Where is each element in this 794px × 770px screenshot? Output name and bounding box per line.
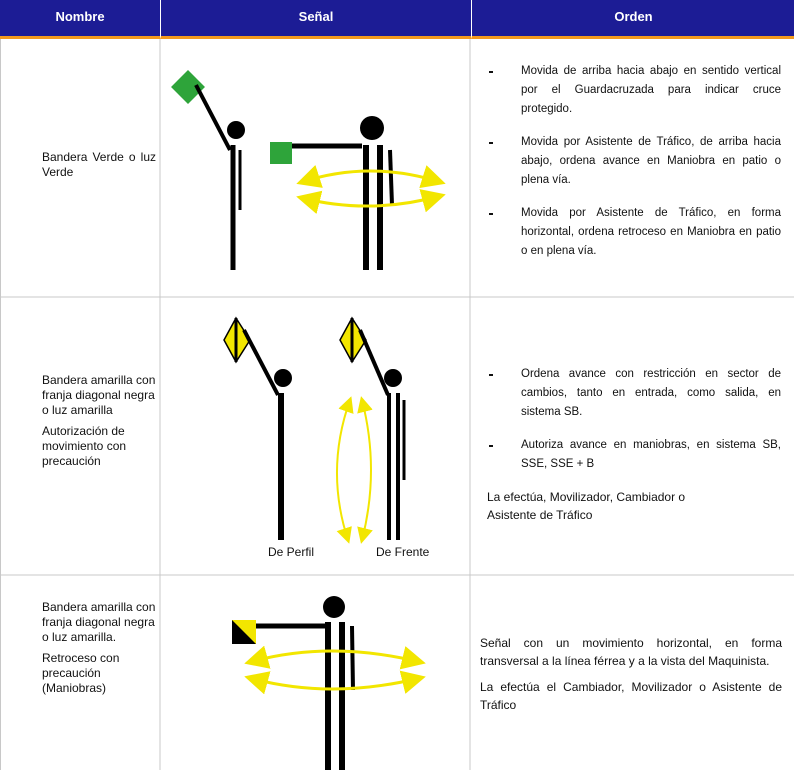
bullet-dash [489,213,493,215]
bullet-item: Movida por Asistente de Tráfico, de arri… [487,133,781,190]
name-text: Autorización de movimiento con precaució… [42,424,127,468]
bullet-dash [489,374,493,376]
header-cell: Orden [471,0,794,39]
order-note: Señal con un movimiento horizontal, en f… [480,636,782,668]
bullet-text: Movida por Asistente de Tráfico, en form… [521,207,781,257]
bullet-item: Movida de arriba hacia abajo en sentido … [487,62,781,119]
bullet-dash [489,142,493,144]
bullet-text: Movida por Asistente de Tráfico, de arri… [521,136,781,186]
caption: De Perfil [268,545,315,559]
header-cell: Señal [160,0,471,39]
caption: De Frente [376,545,430,559]
name-text: Bandera Verde o luz Verde [42,150,156,179]
bullet-item: Movida por Asistente de Tráfico, en form… [487,204,781,261]
name-text: Retroceso con precaución (Maniobras) [42,651,120,695]
grid [0,39,794,770]
signal-figure [223,316,406,544]
bullet-text: Autoriza avance en maniobras, en sistema… [521,439,781,470]
name-text: Bandera amarilla con franja diagonal neg… [42,373,156,417]
order-cell: Ordena avance con restricción en sector … [487,365,781,532]
bullet-dash [489,445,493,447]
signal-figure [232,596,426,770]
header-cell: Nombre [0,0,160,39]
signal-figure [171,70,446,270]
name-cell: Bandera Verde o luz Verde [42,150,156,186]
bullet-dash [489,71,493,73]
order-cell: Movida de arriba hacia abajo en sentido … [487,62,781,275]
name-cell: Bandera amarilla con franja diagonal neg… [42,600,156,702]
name-text: Bandera amarilla con franja diagonal neg… [42,600,156,644]
name-cell: Bandera amarilla con franja diagonal neg… [42,373,156,475]
bullet-item: Ordena avance con restricción en sector … [487,365,781,422]
bullet-text: Ordena avance con restricción en sector … [521,368,781,418]
bullet-item: Autoriza avance en maniobras, en sistema… [487,436,781,474]
order-note: La efectúa el Cambiador, Movilizador o A… [480,680,782,712]
order-note: La efectúa, Movilizador, Cambiador o Asi… [487,490,686,522]
bullet-text: Movida de arriba hacia abajo en sentido … [521,65,781,115]
order-cell: Señal con un movimiento horizontal, en f… [480,634,782,722]
